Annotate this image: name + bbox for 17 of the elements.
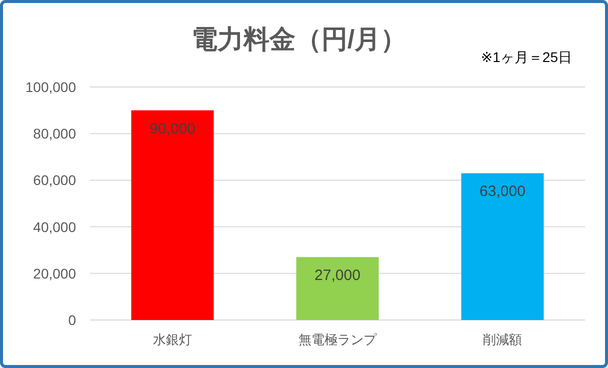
- chart-title: 電力料金（円/月）: [191, 24, 407, 54]
- y-tick-label: 0: [68, 312, 76, 328]
- x-tick-label: 水銀灯: [153, 332, 192, 347]
- data-label: 90,000: [150, 120, 196, 138]
- data-label: 63,000: [480, 183, 526, 200]
- bar: [296, 257, 379, 320]
- y-tick-label: 100,000: [25, 79, 76, 95]
- y-tick-label: 80,000: [33, 126, 76, 142]
- y-tick-label: 20,000: [33, 265, 76, 282]
- x-tick-label: 削減額: [483, 332, 522, 347]
- bar: [131, 110, 214, 320]
- y-tick-label: 60,000: [33, 172, 76, 188]
- x-tick-label: 無電極ランプ: [298, 332, 378, 347]
- y-tick-label: 40,000: [33, 218, 76, 235]
- bar: [461, 173, 544, 320]
- text: ※1ヶ月＝25日: [480, 49, 572, 65]
- data-label: 27,000: [314, 267, 360, 284]
